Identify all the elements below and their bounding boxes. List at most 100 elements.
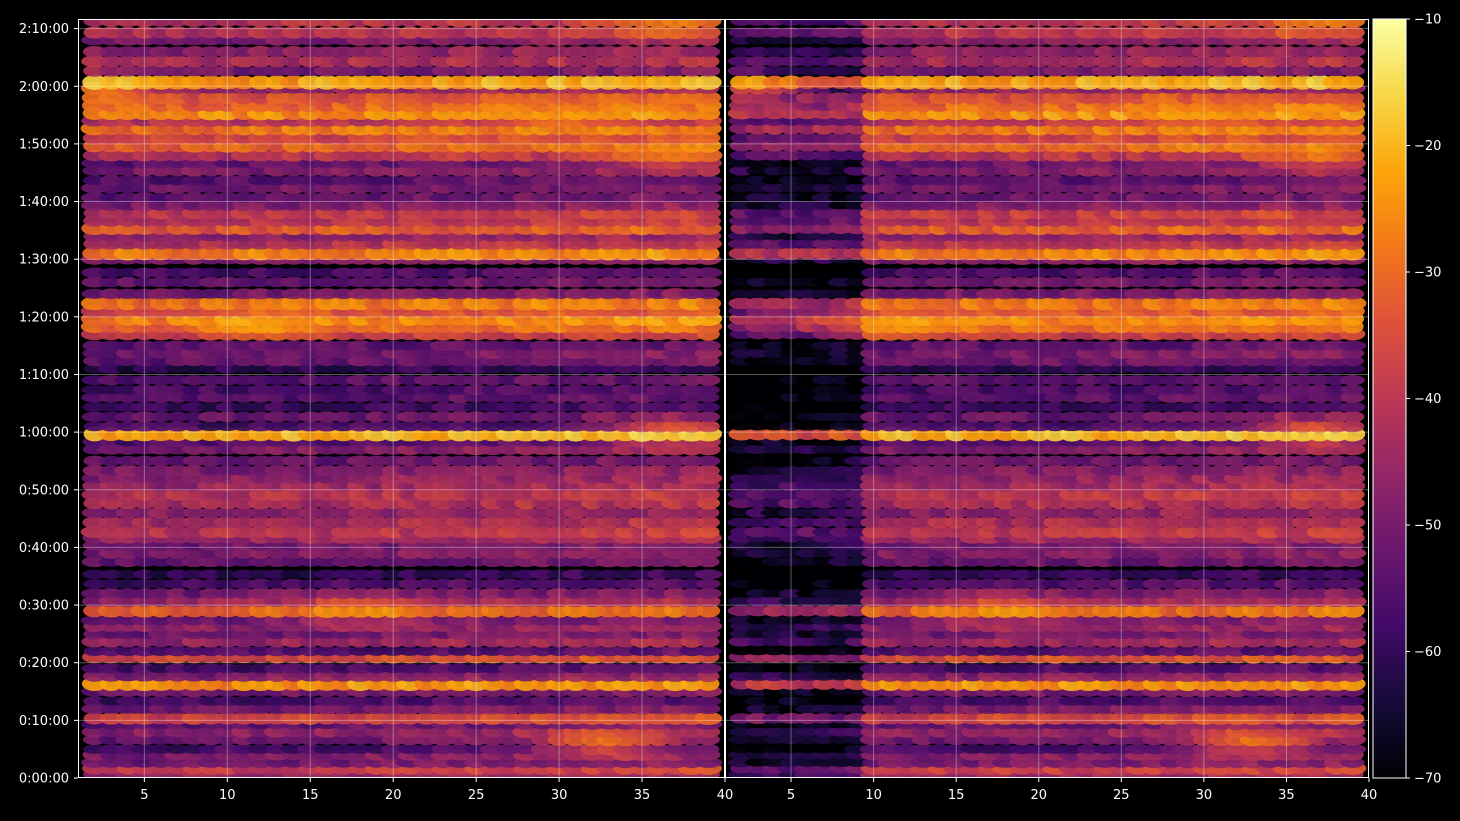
heatmap-cell xyxy=(696,364,721,374)
heatmap-cell xyxy=(446,465,473,477)
heatmap-cell xyxy=(1158,604,1183,618)
heatmap-cell xyxy=(398,26,421,39)
heatmap-cell xyxy=(1291,588,1314,599)
heatmap-cell xyxy=(1240,507,1267,519)
heatmap-cell xyxy=(1275,465,1298,477)
heatmap-cell xyxy=(479,711,506,725)
heatmap-cell xyxy=(580,743,605,756)
heatmap-cell xyxy=(348,392,372,403)
heatmap-cell xyxy=(514,246,538,261)
panel-2-cells xyxy=(727,19,1367,778)
heatmap-cell xyxy=(431,556,455,567)
heatmap-cell xyxy=(1010,726,1035,738)
heatmap-cell xyxy=(530,246,555,261)
heatmap-cell xyxy=(365,91,389,105)
heatmap-cell xyxy=(679,355,705,367)
heatmap-cell xyxy=(1110,588,1133,599)
heatmap-cell xyxy=(247,588,274,599)
heatmap-cell xyxy=(664,363,687,374)
heatmap-cell xyxy=(1241,455,1266,467)
heatmap-cell xyxy=(1341,663,1364,674)
heatmap-cell xyxy=(347,411,373,422)
heatmap-cell xyxy=(99,277,124,288)
heatmap-cell xyxy=(1026,663,1051,674)
heatmap-cell xyxy=(1091,588,1119,599)
heatmap-cell xyxy=(147,206,174,220)
heatmap-cell xyxy=(280,587,308,600)
heatmap-cell xyxy=(365,26,389,39)
heatmap-cell xyxy=(131,516,158,529)
heatmap-cell xyxy=(961,757,985,768)
heatmap-cell xyxy=(614,363,637,374)
heatmap-cell xyxy=(498,175,521,186)
heatmap-cell xyxy=(199,46,223,58)
heatmap-cell xyxy=(812,527,836,537)
heatmap-cell xyxy=(548,670,571,682)
heatmap-cell xyxy=(247,288,274,300)
heatmap-cell xyxy=(381,587,406,600)
heatmap-cell xyxy=(1175,646,1200,657)
heatmap-cell xyxy=(299,348,322,359)
heatmap-cell xyxy=(679,392,704,403)
heatmap-cell xyxy=(646,375,672,386)
heatmap-cell xyxy=(680,65,703,77)
heatmap-cell xyxy=(1225,743,1249,756)
heatmap-cell xyxy=(595,465,623,477)
heatmap-cell xyxy=(115,267,140,278)
heatmap-cell xyxy=(315,246,339,261)
heatmap-cell xyxy=(529,392,556,403)
heatmap-cell xyxy=(497,615,522,626)
heatmap-cell xyxy=(564,595,588,608)
heatmap-cell xyxy=(861,670,886,682)
heatmap-cell xyxy=(647,695,670,707)
heatmap-cell xyxy=(531,182,554,194)
heatmap-cell xyxy=(1256,464,1284,477)
heatmap-cell xyxy=(993,455,1018,466)
heatmap-cell xyxy=(630,569,655,579)
heatmap-cell xyxy=(945,744,968,754)
heatmap-cell xyxy=(911,595,936,607)
heatmap-cell xyxy=(165,91,190,105)
heatmap-cell xyxy=(464,757,489,769)
heatmap-cell xyxy=(430,131,456,145)
heatmap-cell xyxy=(546,340,572,351)
heatmap-cell xyxy=(429,296,457,311)
heatmap-cell xyxy=(415,712,438,725)
heatmap-cell xyxy=(910,569,936,580)
panel-1-cells xyxy=(80,19,723,778)
heatmap-cell xyxy=(861,646,886,657)
heatmap-cell xyxy=(1272,516,1301,529)
heatmap-cell xyxy=(149,296,173,311)
heatmap-cell xyxy=(777,557,805,567)
heatmap-cell xyxy=(1026,569,1051,579)
heatmap-cell xyxy=(149,604,173,618)
heatmap-cell xyxy=(745,727,771,737)
heatmap-cell xyxy=(1109,547,1134,559)
heatmap-cell xyxy=(1141,744,1167,755)
heatmap-cell xyxy=(414,363,439,374)
heatmap-cell xyxy=(530,199,555,211)
heatmap-cell xyxy=(1109,569,1134,579)
heatmap-cell xyxy=(630,340,654,351)
heatmap-cell xyxy=(697,420,720,433)
heatmap-cell xyxy=(381,392,406,403)
heatmap-cell xyxy=(928,744,952,754)
heatmap-cell xyxy=(547,26,571,39)
heatmap-cell xyxy=(961,703,985,715)
heatmap-cell xyxy=(182,744,207,754)
heatmap-cell xyxy=(697,464,720,477)
heatmap-cell xyxy=(630,411,654,423)
heatmap-cell xyxy=(1340,488,1365,501)
heatmap-cell xyxy=(281,615,307,626)
heatmap-cell xyxy=(697,743,720,755)
heatmap-cell xyxy=(928,712,952,725)
heatmap-cell xyxy=(1026,547,1052,559)
heatmap-cell xyxy=(199,497,222,510)
heatmap-cell xyxy=(82,734,107,745)
heatmap-cell xyxy=(497,556,522,568)
heatmap-cell xyxy=(828,508,853,518)
heatmap-cell xyxy=(547,516,572,529)
heatmap-cell xyxy=(1076,670,1101,682)
heatmap-cell xyxy=(465,464,488,477)
heatmap-cell xyxy=(829,465,852,476)
